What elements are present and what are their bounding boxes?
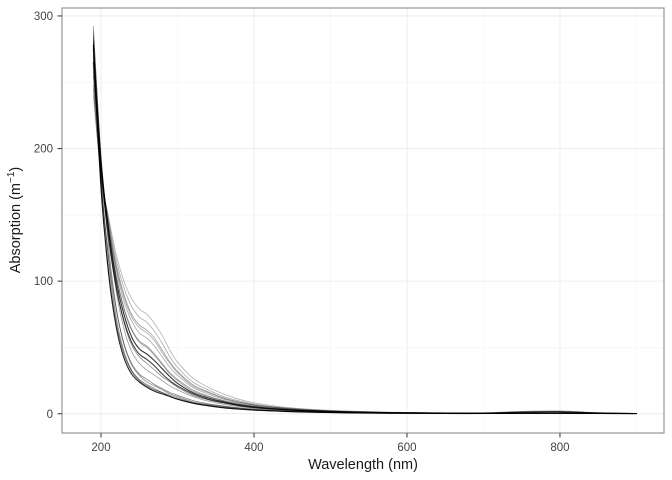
spectra-lines [92,26,638,415]
spectrum-16-line [92,88,637,414]
x-axis-tick-labels: 200 400 600 800 [91,442,569,454]
spectrum-14-line [92,61,638,415]
plot-panel [62,8,664,433]
panel-border-rect [61,7,665,434]
x-tick-label: 600 [397,442,416,454]
gridlines-major [62,8,664,433]
y-tick-label: 200 [34,144,53,156]
x-tick-label: 400 [244,442,263,454]
gridlines-minor [62,8,664,433]
panel-border [61,7,665,434]
x-tick-label: 800 [550,442,569,454]
y-tick-label: 300 [34,11,53,23]
y-tick-label: 100 [34,276,53,288]
axis-tick-marks [57,15,561,438]
y-axis-title: Absorption (m−1) [6,167,24,274]
x-axis-title: Wavelength (nm) [308,457,418,473]
spectrum-15-line [92,71,637,414]
panel-background [62,8,664,433]
x-tick-label: 200 [91,442,110,454]
y-axis-tick-labels: 0 100 200 300 [34,11,53,421]
y-tick-label: 0 [47,409,53,421]
